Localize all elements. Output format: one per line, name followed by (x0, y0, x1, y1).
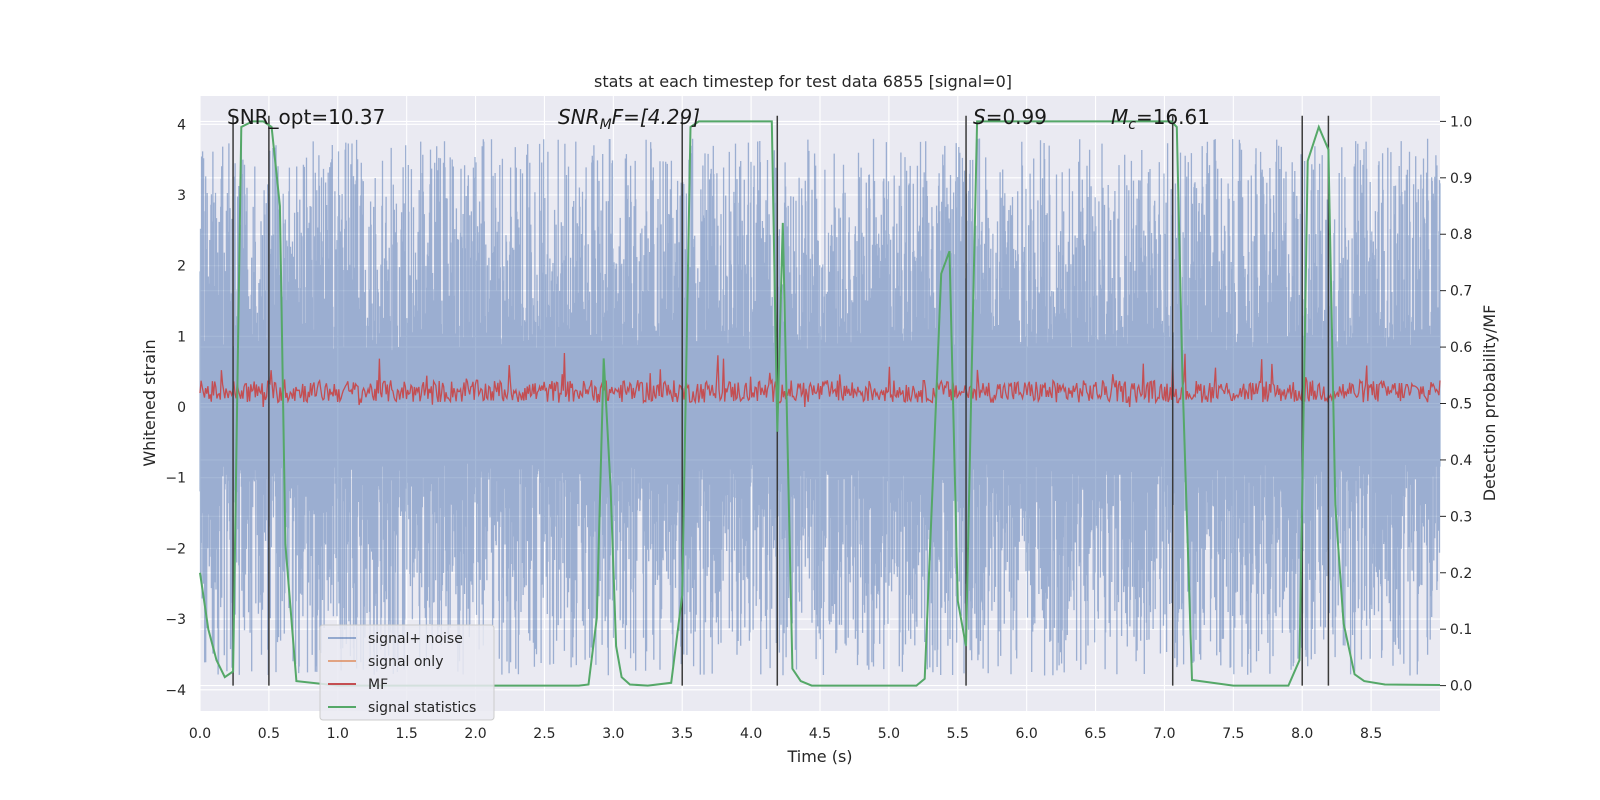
signal-statistics-series (199, 120, 1441, 687)
snr-mf-main: SNR (558, 105, 600, 129)
y-tick-label: −2 (165, 541, 186, 557)
x-tick-label: 4.5 (809, 726, 831, 742)
annotation-mc: Mc=16.61 (1111, 105, 1210, 133)
x-tick-label: 7.0 (1153, 726, 1175, 742)
y2-tick-label: 0.7 (1450, 284, 1472, 300)
legend-label-signal-noise: signal+ noise (368, 631, 463, 647)
x-tick-label: 7.5 (1222, 726, 1244, 742)
x-tick-label: 5.0 (878, 726, 900, 742)
y2-tick-label: 0.0 (1450, 679, 1472, 695)
x-tick-label: 2.0 (464, 726, 486, 742)
x-tick-label: 5.5 (947, 726, 969, 742)
snr-mf-tail: F=[4.29] (612, 105, 700, 129)
y-axis-label: Whitened strain (140, 339, 159, 466)
x-tick-label: 8.0 (1291, 726, 1313, 742)
y2-tick-label: 1.0 (1450, 114, 1472, 130)
y-tick-label: −1 (165, 471, 186, 487)
legend-box (319, 624, 495, 721)
legend: signal+ noise signal only MF signal stat… (319, 624, 495, 721)
signal-statistics-line (199, 120, 1441, 687)
y2-tick-label: 0.4 (1450, 453, 1472, 469)
x-tick-label: 6.0 (1016, 726, 1038, 742)
mf-series (199, 352, 1441, 408)
mc-tail: =16.61 (1136, 105, 1210, 129)
x-axis-label: Time (s) (786, 747, 852, 766)
mc-sub: c (1128, 117, 1136, 133)
y2-tick-label: 0.1 (1450, 622, 1472, 638)
mc-main: M (1111, 105, 1128, 129)
annotation-snr-opt: SNR_opt=10.37 (227, 105, 385, 129)
legend-label-signal-only: signal only (368, 654, 443, 670)
x-tick-label: 3.5 (671, 726, 693, 742)
y2-axis-label: Detection probability/MF (1480, 305, 1499, 502)
annotation-s: S=0.99 (973, 105, 1047, 129)
x-tick-label: 3.0 (602, 726, 624, 742)
snr-mf-sub: M (600, 117, 612, 133)
y-tick-label: −3 (165, 612, 186, 628)
y2-tick-label: 0.5 (1450, 397, 1472, 413)
x-tick-label: 1.5 (396, 726, 418, 742)
x-ticks: 0.0 0.5 1.0 1.5 2.0 2.5 3.0 3.5 4.0 4.5 5.0 5.5 6.0 6… (189, 726, 1382, 742)
y2-tick-label: 0.3 (1450, 509, 1472, 525)
y-tick-label: 4 (177, 117, 186, 133)
annotation-snr-mf: SNRMF=[4.29] (558, 105, 700, 133)
legend-label-statistics: signal statistics (368, 700, 476, 716)
y2-tick-label: 0.6 (1450, 340, 1472, 356)
x-tick-label: 4.0 (740, 726, 762, 742)
s-main: S (973, 105, 986, 129)
x-tick-label: 1.0 (327, 726, 349, 742)
y-tick-label: 1 (177, 329, 186, 345)
x-tick-label: 2.5 (533, 726, 555, 742)
y-tick-label: 3 (177, 188, 186, 204)
y-tick-label: −4 (165, 683, 186, 699)
y2-tick-label: 0.8 (1450, 227, 1472, 243)
y-tick-label: 2 (177, 259, 186, 275)
x-tick-label: 0.5 (258, 726, 280, 742)
x-tick-label: 6.5 (1084, 726, 1106, 742)
x-tick-label: 0.0 (189, 726, 211, 742)
chart-title: stats at each timestep for test data 685… (594, 72, 1012, 91)
x-tick-label: 8.5 (1360, 726, 1382, 742)
y2-ticks: 1.0 0.9 0.8 0.7 0.6 0.5 0.4 0.3 0.2 0.1 0.0 (1440, 114, 1472, 695)
legend-label-mf: MF (368, 677, 388, 693)
s-tail: =0.99 (986, 105, 1047, 129)
y-tick-label: 0 (177, 400, 186, 416)
y-ticks: 4 3 2 1 0 −1 −2 −3 −4 (165, 117, 186, 699)
y2-tick-label: 0.9 (1450, 171, 1472, 187)
mf-line (199, 352, 1441, 408)
y2-tick-label: 0.2 (1450, 566, 1472, 582)
